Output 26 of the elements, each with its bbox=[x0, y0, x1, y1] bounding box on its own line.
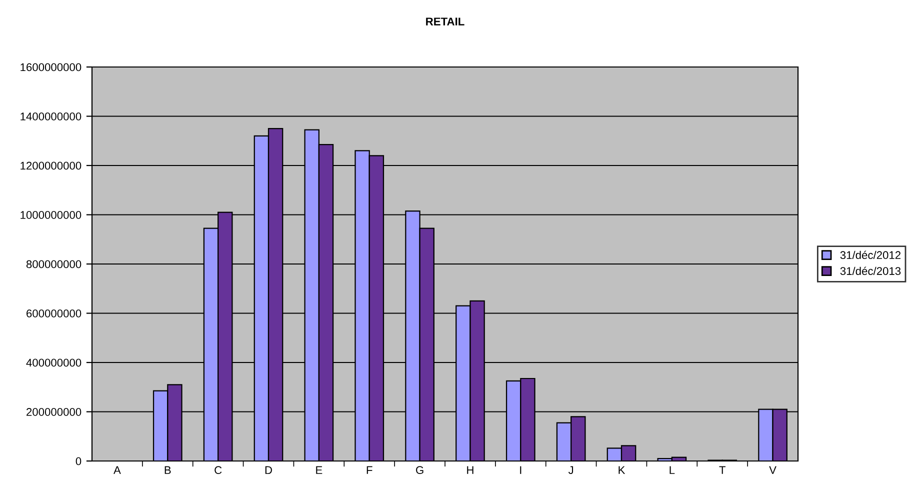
x-tick-label: H bbox=[467, 466, 474, 474]
y-tick-label: 200000000 bbox=[26, 408, 82, 416]
legend-label: 31/déc/2012 bbox=[840, 250, 901, 260]
y-tick-label: 800000000 bbox=[26, 260, 82, 268]
x-tick-label: A bbox=[114, 466, 121, 474]
y-tick-label: 400000000 bbox=[26, 358, 82, 367]
y-tick-label: 600000000 bbox=[26, 310, 82, 318]
x-tick-label: I bbox=[520, 466, 522, 474]
x-tick-label: V bbox=[769, 466, 776, 474]
legend-label: 31/déc/2013 bbox=[840, 266, 901, 275]
x-tick-label: T bbox=[719, 466, 726, 474]
y-tick-label: 1400000000 bbox=[20, 112, 82, 120]
x-tick-label: C bbox=[214, 466, 222, 474]
x-tick-label: J bbox=[568, 466, 574, 474]
chart-title: RETAIL bbox=[426, 18, 464, 26]
x-tick-label: E bbox=[316, 466, 322, 474]
x-tick-label: B bbox=[164, 466, 171, 474]
x-tick-label: L bbox=[670, 466, 675, 474]
x-tick-label: F bbox=[366, 466, 372, 474]
x-tick-label: D bbox=[265, 466, 272, 474]
x-tick-label: K bbox=[618, 466, 626, 474]
y-tick-label: 1200000000 bbox=[20, 162, 82, 170]
y-tick-label: 1000000000 bbox=[20, 211, 82, 219]
y-tick-label: 0 bbox=[76, 457, 82, 466]
x-tick-label: G bbox=[416, 466, 424, 474]
y-tick-label: 1600000000 bbox=[20, 63, 82, 72]
